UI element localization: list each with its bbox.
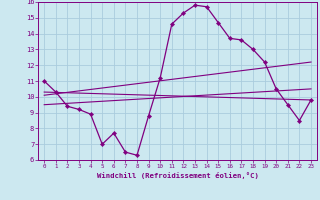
X-axis label: Windchill (Refroidissement éolien,°C): Windchill (Refroidissement éolien,°C) [97, 172, 259, 179]
